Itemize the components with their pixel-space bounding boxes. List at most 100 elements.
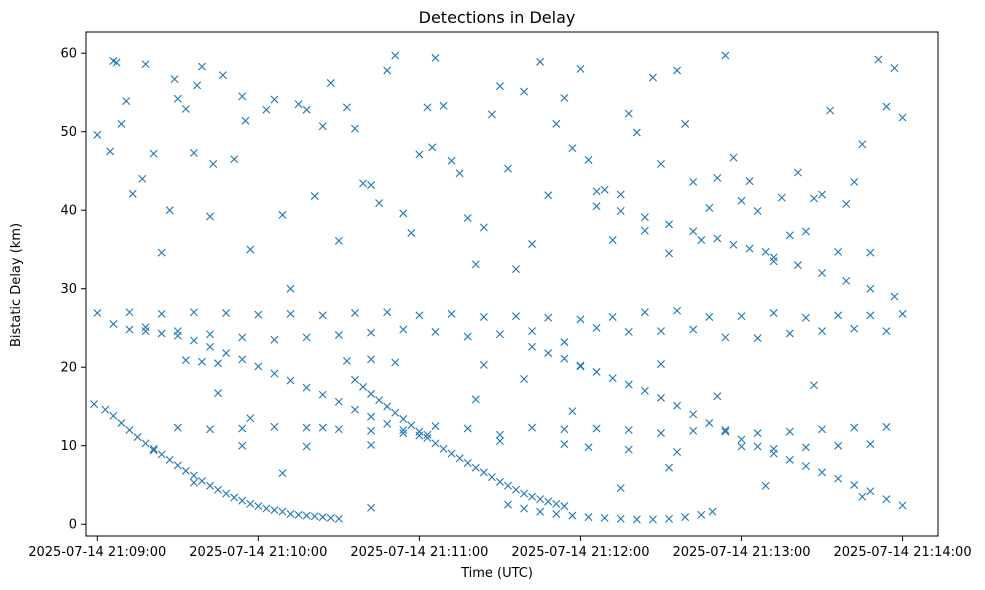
data-point [648, 73, 657, 82]
data-point [544, 497, 553, 506]
data-point [165, 455, 174, 464]
data-point [367, 181, 376, 190]
data-point [689, 426, 698, 435]
data-point [383, 66, 392, 75]
data-point [391, 408, 400, 417]
data-point [866, 284, 875, 293]
data-point [117, 119, 126, 128]
data-point [665, 220, 674, 229]
data-point [471, 463, 480, 472]
data-point [93, 130, 102, 139]
data-point [463, 424, 472, 433]
data-point [189, 478, 198, 487]
data-point [270, 95, 279, 104]
data-point [785, 329, 794, 338]
data-point [520, 504, 529, 513]
y-tick-label: 30 [60, 282, 77, 297]
data-point [520, 375, 529, 383]
data-point [206, 342, 215, 351]
data-point [214, 389, 223, 398]
data-point [367, 426, 376, 435]
data-point [834, 247, 843, 256]
data-point [222, 349, 231, 358]
data-point [785, 427, 794, 436]
data-point [769, 257, 778, 266]
data-point [584, 513, 593, 522]
data-point [834, 474, 843, 483]
data-point [503, 500, 512, 509]
data-point [801, 227, 810, 236]
data-point [399, 325, 408, 334]
data-point [157, 329, 166, 338]
data-point [624, 327, 633, 336]
data-point [632, 515, 641, 524]
data-point [689, 177, 698, 186]
data-point [689, 325, 698, 334]
data-point [745, 244, 754, 253]
data-point [238, 333, 247, 342]
data-point [713, 174, 722, 183]
data-point [189, 471, 198, 480]
data-point [189, 336, 198, 345]
data-point [616, 207, 625, 215]
data-point [665, 463, 674, 472]
data-point [520, 87, 529, 96]
data-point [109, 320, 118, 329]
data-point [592, 187, 601, 196]
data-point [745, 177, 754, 186]
data-point [568, 407, 577, 416]
data-point [141, 327, 150, 336]
data-point [576, 315, 585, 324]
data-point [170, 75, 179, 84]
data-point [737, 435, 746, 444]
data-point [495, 82, 504, 91]
data-point [318, 390, 327, 399]
x-tick-label: 2025-07-14 21:13:00 [672, 545, 810, 560]
data-point [882, 327, 891, 336]
data-point [753, 334, 762, 343]
data-point [278, 210, 287, 219]
data-point [302, 333, 311, 342]
data-point [181, 104, 190, 113]
data-point [246, 499, 255, 508]
data-point [898, 501, 907, 510]
data-point [415, 150, 424, 159]
data-point [350, 124, 359, 133]
data-point [576, 64, 585, 73]
data-point [109, 411, 118, 420]
data-point [600, 185, 609, 194]
data-point [375, 396, 384, 405]
data-point [117, 418, 126, 427]
data-point [238, 496, 247, 505]
data-point [624, 426, 633, 435]
data-point [705, 312, 714, 321]
data-point [729, 153, 738, 162]
data-point [769, 444, 778, 453]
data-point [858, 140, 867, 149]
data-point [431, 53, 440, 62]
data-point [479, 468, 488, 477]
data-point [648, 515, 657, 524]
data-point [809, 381, 818, 390]
data-point [708, 507, 717, 516]
data-point [536, 495, 545, 504]
data-point [138, 174, 147, 183]
data-point [858, 492, 867, 501]
data-point [568, 144, 577, 153]
data-point [753, 207, 762, 215]
data-point [640, 226, 649, 235]
data-point [528, 342, 537, 351]
data-point [463, 214, 472, 223]
data-points [90, 51, 907, 524]
data-point [101, 405, 110, 414]
data-point [793, 168, 802, 177]
data-point [294, 100, 303, 109]
data-point [665, 249, 674, 258]
data-point [471, 395, 480, 404]
data-point [270, 506, 279, 515]
data-point [898, 113, 907, 122]
data-point [189, 308, 198, 317]
data-point [512, 265, 521, 274]
data-point [214, 359, 223, 368]
data-point [350, 309, 359, 318]
